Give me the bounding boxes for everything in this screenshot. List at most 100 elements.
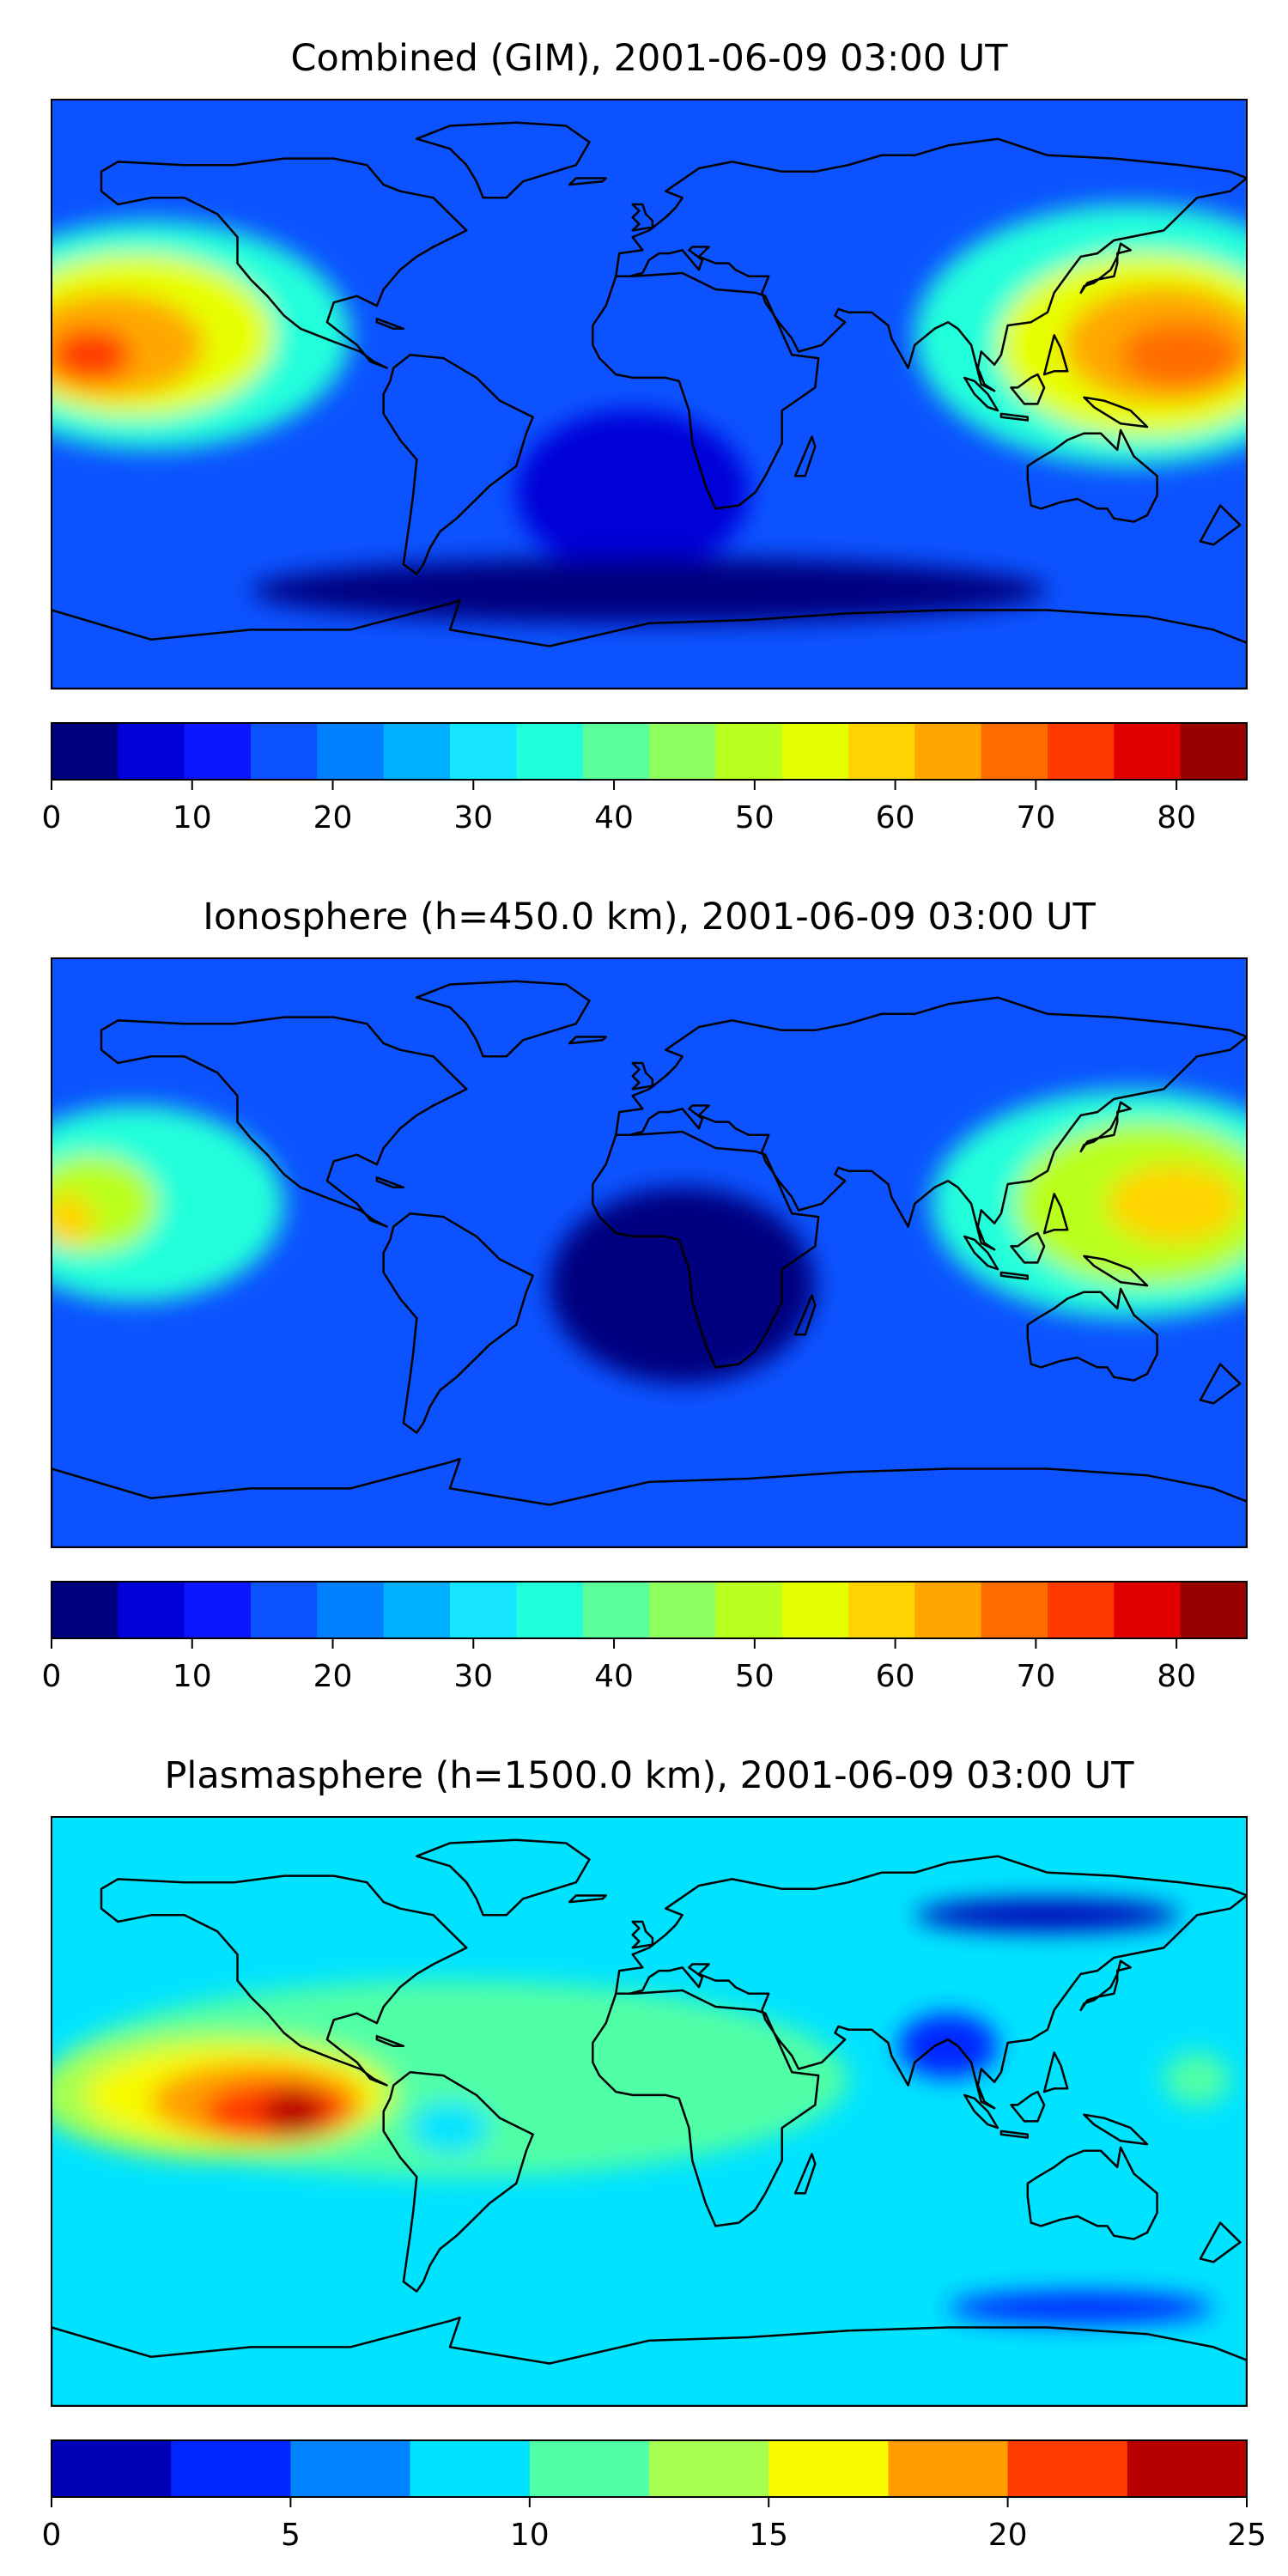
- coastline-13: [568, 1036, 607, 1045]
- colorbar-tick-label: 70: [1016, 1659, 1055, 1694]
- coastline-7: [52, 598, 1247, 689]
- colorbar-segment-1: [52, 1582, 118, 1638]
- colorbar-tick-label: 10: [173, 1659, 212, 1694]
- coastline-10: [1010, 373, 1046, 405]
- coastline-1: [100, 1016, 468, 1228]
- coastline-8: [963, 2093, 999, 2129]
- colorbar-segment-12: [781, 1582, 849, 1638]
- field-contour-11: [948, 2291, 1214, 2324]
- colorbar-tick-label: 80: [1157, 800, 1196, 835]
- coastline-3: [416, 980, 591, 1058]
- colorbar-tick-label: 0: [42, 1659, 62, 1694]
- map-frame: [51, 99, 1248, 690]
- colorbar-segment-10: [649, 723, 716, 780]
- field-contour-6: [264, 2088, 325, 2135]
- colorbar: 0 10 20 30 40 50 60 70 80: [42, 722, 1248, 835]
- coastline-5: [615, 1855, 1247, 2110]
- coastline-3: [416, 121, 591, 199]
- colorbar-segment-4: [251, 723, 318, 780]
- coastline-12: [631, 1061, 654, 1091]
- colorbar-segment-8: [516, 1582, 584, 1638]
- colorbar-segment-14: [914, 723, 982, 780]
- colorbar-tick-label: 10: [510, 2518, 550, 2553]
- coastline-12: [631, 1920, 654, 1949]
- coastline-16: [375, 2035, 405, 2048]
- coastline-6: [1026, 2146, 1158, 2240]
- coastline-17: [1042, 1193, 1069, 1235]
- coastline-11: [1079, 242, 1132, 295]
- colorbar-tick-label: 60: [876, 1659, 915, 1694]
- coastline-2: [382, 1212, 534, 1434]
- colorbar-segment-5: [529, 2440, 650, 2497]
- colorbar-tick-label: 20: [313, 800, 353, 835]
- colorbar-segment-8: [516, 723, 584, 780]
- coastline-17: [1042, 2051, 1069, 2093]
- colorbar-segment-7: [450, 1582, 517, 1638]
- coastline-8: [963, 1235, 999, 1271]
- colorbar-tick-label: 60: [876, 800, 915, 835]
- field-contour-2: [52, 1154, 158, 1253]
- colorbar-tick-label: 5: [281, 2518, 301, 2553]
- colorbar-segment-16: [1048, 1582, 1115, 1638]
- colorbar-segment-8: [888, 2440, 1009, 2497]
- colorbar-segment-2: [118, 1582, 185, 1638]
- coastline-10: [1010, 2090, 1046, 2123]
- colorbar-frame: [51, 722, 1248, 781]
- coastline-9: [999, 1271, 1030, 1280]
- coastline-14: [793, 2153, 817, 2195]
- map-panel-2: [51, 957, 1248, 1548]
- panel-title: Ionosphere (h=450.0 km), 2001-06-09 03:0…: [203, 896, 1096, 939]
- coastline-14: [793, 435, 817, 477]
- coastline-11: [1079, 1101, 1132, 1153]
- coastlines: [52, 1838, 1247, 2406]
- colorbar-segment-7: [769, 2440, 889, 2497]
- colorbar-segment-9: [582, 723, 650, 780]
- coastline-12: [631, 203, 654, 232]
- colorbar-tick-label: 0: [42, 2518, 62, 2553]
- coastline-13: [568, 1894, 607, 1904]
- coastline-8: [963, 376, 999, 412]
- tec-field: [52, 1817, 1247, 2406]
- colorbar-tick-label: 40: [594, 1659, 634, 1694]
- colorbar-segment-9: [1007, 2440, 1128, 2497]
- colorbar-segment-7: [450, 723, 517, 780]
- field-contour-3: [52, 1194, 95, 1247]
- colorbar-segment-11: [715, 1582, 783, 1638]
- colorbar-segment-12: [781, 723, 849, 780]
- colorbar-segment-1: [52, 723, 118, 780]
- colorbar-segment-16: [1048, 723, 1115, 780]
- coastline-10: [1010, 1231, 1046, 1264]
- colorbar-tick-label: 80: [1157, 1659, 1196, 1694]
- field-contour-1: [52, 1105, 284, 1303]
- tec-field: [52, 958, 1247, 1547]
- colorbar-segment-1: [52, 2440, 172, 2497]
- coastline-9: [999, 2129, 1030, 2139]
- colorbar-segment-5: [317, 723, 385, 780]
- colorbar-segment-6: [649, 2440, 769, 2497]
- coastline-2: [382, 354, 534, 575]
- colorbar-segment-17: [1114, 1582, 1182, 1638]
- coastline-6: [1026, 428, 1158, 523]
- field-contour-10: [251, 557, 1048, 623]
- colorbar-segment-15: [981, 723, 1048, 780]
- field-contour-10: [914, 1899, 1181, 1932]
- coastline-13: [568, 177, 607, 186]
- field-contour-7: [550, 1187, 816, 1384]
- coastline-5: [615, 137, 1247, 392]
- coastline-14: [793, 1294, 817, 1336]
- map-panel-3: [51, 1816, 1248, 2407]
- colorbar-frame: [51, 1581, 1248, 1639]
- coastline-15: [1199, 2221, 1242, 2263]
- colorbar-tick-label: 50: [735, 1659, 775, 1694]
- field-contour-9: [1163, 2052, 1230, 2105]
- colorbar-segment-10: [1127, 2440, 1248, 2497]
- colorbar-tick-label: 30: [453, 1659, 493, 1694]
- coastline-5: [615, 996, 1247, 1251]
- coastlines: [52, 980, 1247, 1547]
- colorbar-segment-4: [410, 2440, 531, 2497]
- coastline-16: [375, 1176, 405, 1189]
- panel-title: Combined (GIM), 2001-06-09 03:00 UT: [290, 37, 1008, 80]
- colorbar-tick-label: 70: [1016, 800, 1055, 835]
- coastline-15: [1199, 504, 1242, 546]
- coastline-4: [592, 1130, 820, 1369]
